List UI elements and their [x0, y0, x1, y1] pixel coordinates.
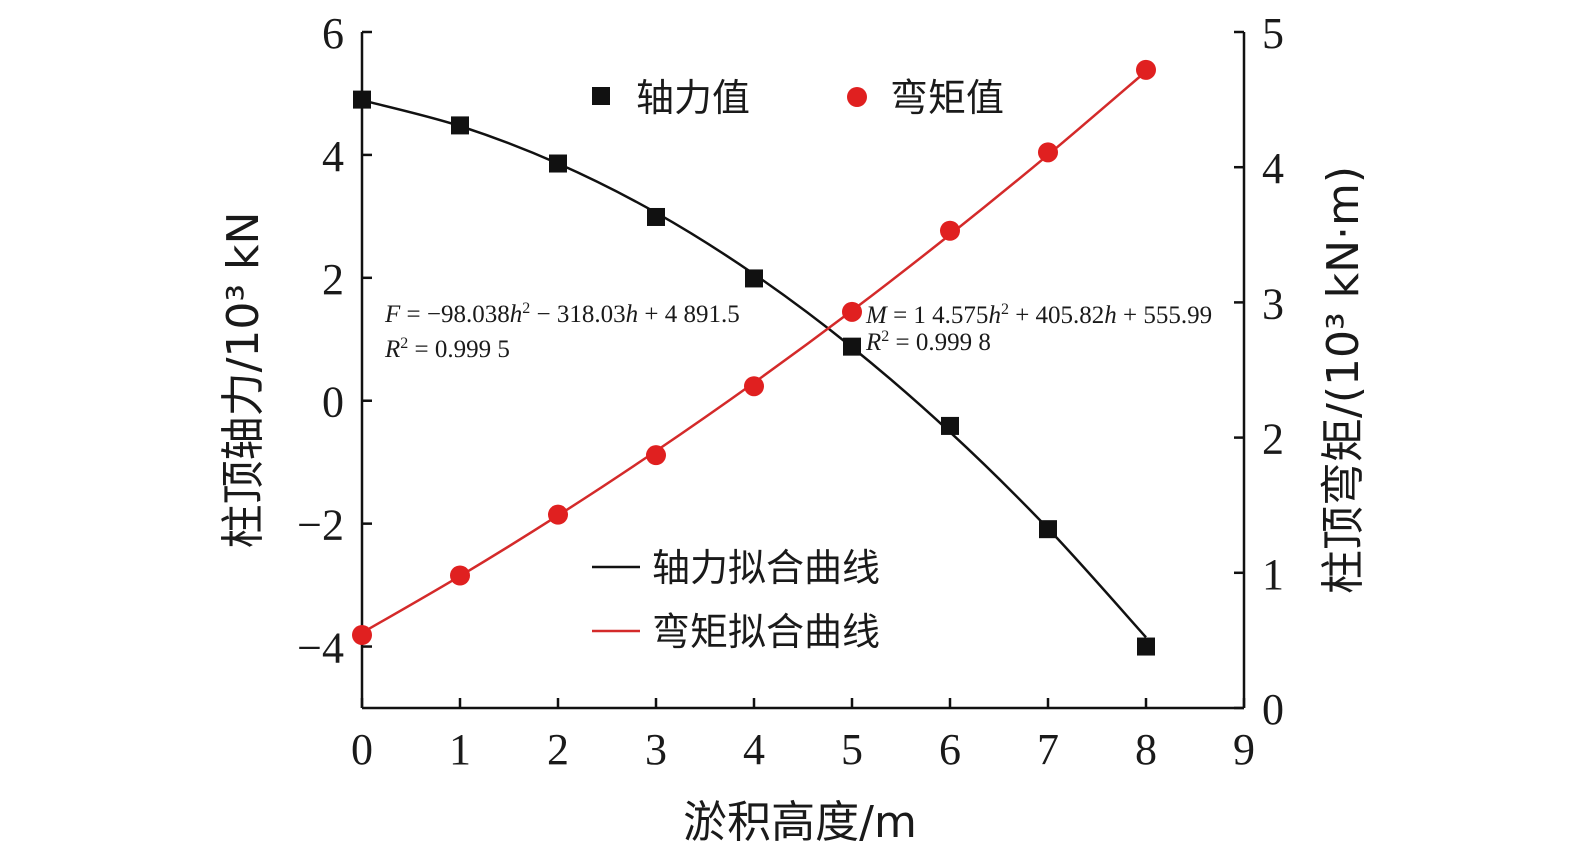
moment-point [744, 376, 764, 397]
force-points [353, 90, 1155, 656]
force-point [843, 337, 861, 356]
y-right-tick-label: 5 [1262, 9, 1284, 58]
moment-points [352, 59, 1156, 645]
moment-point [842, 301, 862, 322]
moment-fit-r2: R2 = 0.999 8 [865, 328, 991, 356]
y-left-tick-label: −2 [297, 501, 344, 550]
y-left-axis-title: 柱顶轴力/10³ kN [218, 212, 269, 549]
y-left-tick-label: 4 [322, 132, 344, 181]
legend-force-fit-label: 轴力拟合曲线 [652, 546, 880, 590]
y-left-tick-label: 2 [322, 255, 344, 304]
force-fit-r2: R2 = 0.999 5 [384, 335, 510, 363]
force-point [647, 207, 665, 226]
legend-moment-fit-label: 弯矩拟合曲线 [652, 610, 880, 654]
y-right-tick-label: 3 [1262, 279, 1284, 328]
x-tick-label: 5 [841, 725, 863, 774]
y-right-tick-label: 4 [1262, 144, 1284, 193]
force-point [353, 90, 371, 109]
y-left-tick-label: 0 [322, 378, 344, 427]
force-point [1137, 637, 1155, 656]
x-tick-label: 8 [1135, 725, 1157, 774]
x-tick-label: 1 [449, 725, 471, 774]
y-left-tick-label: 6 [322, 9, 344, 58]
legend-moment-label: 弯矩值 [890, 76, 1004, 120]
x-tick-label: 0 [351, 725, 373, 774]
x-tick-label: 4 [743, 725, 765, 774]
legend-force-marker [592, 87, 610, 105]
moment-fit-curve [361, 70, 1147, 634]
y-right-tick-label: 2 [1262, 415, 1284, 464]
y-right-ticks: 5 4 3 2 1 0 [1234, 9, 1284, 734]
legend-bottom: 轴力拟合曲线 弯矩拟合曲线 [592, 546, 880, 654]
x-tick-label: 2 [547, 725, 569, 774]
moment-point [450, 565, 470, 586]
force-point [549, 154, 567, 173]
x-tick-label: 3 [645, 725, 667, 774]
force-fit-equation: F = −98.038h2 − 318.03h + 4 891.5 [384, 300, 740, 328]
y-left-ticks: 6 4 2 0 −2 −4 [297, 9, 372, 673]
force-point [941, 416, 959, 435]
x-axis-title: 淤积高度/m [683, 797, 917, 848]
moment-point [352, 624, 372, 645]
x-tick-label: 9 [1233, 725, 1255, 774]
moment-point [646, 445, 666, 466]
y-right-axis-title: 柱顶弯矩/(10³ kN·m) [1318, 166, 1369, 594]
force-fit-curve [361, 99, 1147, 639]
force-point [745, 269, 763, 288]
y-right-tick-label: 1 [1262, 550, 1284, 599]
x-ticks: 0 1 2 3 4 5 6 7 8 9 [351, 698, 1255, 774]
moment-point [1038, 142, 1058, 163]
force-point [451, 116, 469, 135]
y-left-tick-label: −4 [297, 624, 344, 673]
moment-point [940, 220, 960, 241]
x-tick-label: 6 [939, 725, 961, 774]
moment-fit-equation: M = 1 4.575h2 + 405.82h + 555.99 [865, 301, 1212, 329]
moment-point [548, 504, 568, 525]
force-point [1039, 520, 1057, 539]
legend-moment-marker [847, 87, 867, 107]
legend-force-label: 轴力值 [636, 76, 750, 120]
moment-point [1136, 59, 1156, 80]
legend-top: 轴力值 弯矩值 [592, 76, 1004, 120]
x-tick-label: 7 [1037, 725, 1059, 774]
y-right-tick-label: 0 [1262, 685, 1284, 734]
axes [360, 32, 1246, 710]
